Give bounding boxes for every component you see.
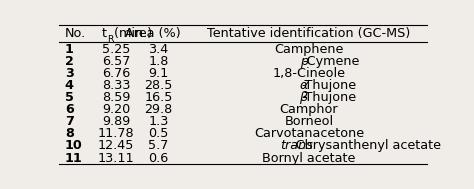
Text: 29.8: 29.8 [144, 103, 173, 116]
Text: t: t [101, 27, 107, 40]
Text: 3: 3 [65, 67, 73, 80]
Text: 8.33: 8.33 [102, 79, 130, 92]
Text: 8.59: 8.59 [102, 91, 130, 104]
Text: Camphene: Camphene [274, 43, 344, 56]
Text: 16.5: 16.5 [144, 91, 173, 104]
Text: Tentative identification (GC-MS): Tentative identification (GC-MS) [208, 27, 410, 40]
Text: Borneol: Borneol [284, 115, 334, 128]
Text: p: p [301, 55, 309, 68]
Text: 9.89: 9.89 [102, 115, 130, 128]
Text: 3.4: 3.4 [148, 43, 169, 56]
Text: β: β [300, 91, 308, 104]
Text: 1,8-Cineole: 1,8-Cineole [273, 67, 346, 80]
Text: Bornyl acetate: Bornyl acetate [263, 152, 356, 165]
Text: 8: 8 [65, 127, 73, 140]
Text: 6.76: 6.76 [102, 67, 130, 80]
Text: No.: No. [65, 27, 86, 40]
Text: -Chrysanthenyl acetate: -Chrysanthenyl acetate [291, 139, 441, 153]
Text: Area (%): Area (%) [125, 27, 181, 40]
Text: 1.8: 1.8 [148, 55, 169, 68]
Text: Carvotanacetone: Carvotanacetone [254, 127, 364, 140]
Text: 6: 6 [65, 103, 73, 116]
Text: 0.5: 0.5 [148, 127, 169, 140]
Text: 1: 1 [65, 43, 73, 56]
Text: 5.25: 5.25 [102, 43, 130, 56]
Text: 5.7: 5.7 [148, 139, 169, 153]
Text: 13.11: 13.11 [98, 152, 135, 165]
Text: R: R [107, 35, 113, 44]
Text: 11.78: 11.78 [98, 127, 135, 140]
Text: 2: 2 [65, 55, 73, 68]
Text: 10: 10 [65, 139, 82, 153]
Text: 4: 4 [65, 79, 74, 92]
Text: 11: 11 [65, 152, 82, 165]
Text: 12.45: 12.45 [98, 139, 134, 153]
Text: α: α [300, 79, 308, 92]
Text: 0.6: 0.6 [148, 152, 169, 165]
Text: -Cymene: -Cymene [303, 55, 360, 68]
Text: Camphor: Camphor [280, 103, 338, 116]
Text: 28.5: 28.5 [144, 79, 173, 92]
Text: -Thujone: -Thujone [301, 79, 357, 92]
Text: -Thujone: -Thujone [301, 91, 357, 104]
Text: trans: trans [280, 139, 313, 153]
Text: 7: 7 [65, 115, 73, 128]
Text: 9.1: 9.1 [148, 67, 169, 80]
Text: (min.): (min.) [109, 27, 152, 40]
Text: 5: 5 [65, 91, 73, 104]
Text: 1.3: 1.3 [148, 115, 169, 128]
Text: 6.57: 6.57 [102, 55, 130, 68]
Text: 9.20: 9.20 [102, 103, 130, 116]
